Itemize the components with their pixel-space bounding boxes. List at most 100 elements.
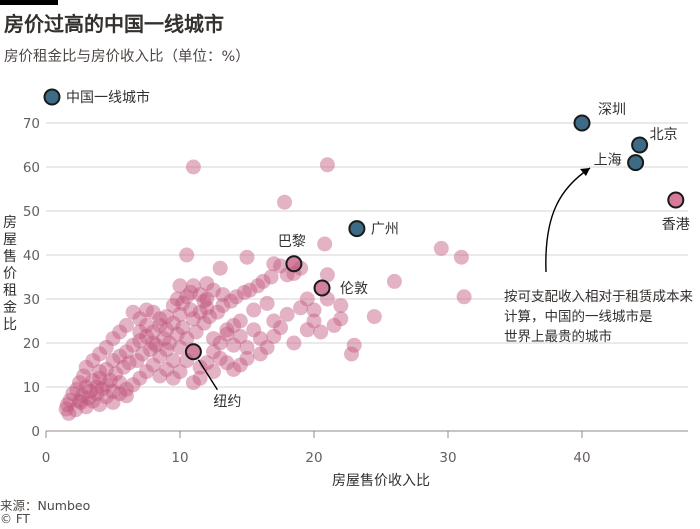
city-point bbox=[206, 344, 221, 360]
y-tick-label: 30 bbox=[23, 292, 40, 308]
city-point bbox=[98, 377, 114, 393]
city-point bbox=[69, 381, 85, 397]
city-point bbox=[169, 291, 185, 307]
city-point bbox=[279, 306, 295, 322]
city-point bbox=[219, 322, 235, 338]
city-point bbox=[134, 346, 150, 362]
city-point bbox=[219, 326, 235, 342]
city-point bbox=[132, 333, 148, 349]
city-point bbox=[183, 284, 199, 300]
city-point bbox=[159, 361, 175, 377]
city-point bbox=[242, 282, 258, 298]
city-point bbox=[78, 399, 94, 415]
city-point bbox=[152, 317, 168, 333]
city-point bbox=[185, 311, 201, 327]
city-point bbox=[313, 324, 329, 340]
x-tick-label: 40 bbox=[573, 450, 590, 466]
city-point bbox=[105, 353, 121, 369]
x-axis-title: 房屋售价收入比 bbox=[332, 473, 430, 489]
city-point bbox=[277, 194, 293, 210]
city-point bbox=[112, 386, 128, 402]
city-point bbox=[132, 324, 148, 340]
labeled-city-point bbox=[285, 255, 303, 273]
city-point bbox=[215, 298, 231, 314]
city-point bbox=[156, 331, 172, 347]
city-point bbox=[453, 249, 469, 265]
city-label: 伦敦 bbox=[340, 281, 368, 297]
city-point bbox=[206, 331, 221, 347]
city-point bbox=[172, 339, 188, 355]
city-point bbox=[196, 293, 212, 309]
city-point bbox=[212, 335, 228, 351]
city-point bbox=[179, 331, 195, 347]
city-point bbox=[81, 390, 97, 406]
city-point bbox=[386, 273, 402, 289]
city-point bbox=[232, 357, 248, 373]
china-tier1-point bbox=[573, 114, 591, 132]
city-point bbox=[129, 353, 145, 369]
city-point bbox=[169, 326, 185, 342]
ft-top-bar bbox=[0, 0, 58, 5]
city-point bbox=[59, 397, 75, 413]
annotation-arrowhead bbox=[580, 168, 590, 176]
y-tick-label: 40 bbox=[23, 248, 40, 264]
city-point bbox=[266, 256, 282, 272]
newyork-leader-line bbox=[197, 359, 218, 391]
city-point bbox=[199, 291, 215, 307]
y-axis-title-char: 价 bbox=[3, 266, 17, 282]
y-tick-label: 50 bbox=[23, 204, 40, 220]
city-point bbox=[143, 342, 159, 358]
city-point bbox=[344, 346, 360, 362]
annotation-line: 世界上最贵的城市 bbox=[504, 328, 612, 345]
city-point bbox=[78, 379, 94, 395]
city-point bbox=[232, 328, 248, 344]
city-point bbox=[273, 320, 288, 336]
city-point bbox=[152, 348, 168, 364]
city-point bbox=[366, 309, 382, 325]
city-point bbox=[179, 289, 195, 305]
city-label: 香港 bbox=[662, 217, 690, 233]
city-point bbox=[273, 258, 288, 274]
city-point bbox=[76, 368, 92, 384]
city-point bbox=[72, 393, 87, 409]
city-point bbox=[206, 282, 221, 298]
city-point bbox=[196, 315, 212, 331]
source-note: 来源：Numbeo bbox=[0, 498, 91, 513]
y-tick-label: 0 bbox=[31, 424, 40, 440]
highlight-points bbox=[184, 114, 685, 361]
city-point bbox=[266, 313, 282, 329]
city-point bbox=[319, 267, 335, 283]
city-point bbox=[112, 375, 128, 391]
city-point bbox=[85, 372, 101, 388]
city-point bbox=[333, 311, 349, 327]
city-point bbox=[105, 383, 121, 399]
city-point bbox=[125, 377, 141, 393]
city-point bbox=[346, 337, 362, 353]
annotation-arrow bbox=[545, 167, 591, 273]
city-point bbox=[108, 366, 124, 382]
city-point bbox=[145, 324, 161, 340]
city-point bbox=[456, 289, 472, 305]
x-tick-label: 20 bbox=[305, 450, 322, 466]
city-point bbox=[179, 247, 195, 263]
city-point bbox=[125, 304, 141, 320]
city-point bbox=[74, 388, 90, 404]
city-point bbox=[139, 364, 154, 380]
y-axis-title-char: 屋 bbox=[3, 232, 17, 248]
annotation-line: 计算，中国的一线城市是 bbox=[504, 308, 653, 325]
city-point bbox=[98, 389, 114, 405]
city-point bbox=[317, 236, 333, 252]
city-point bbox=[152, 311, 168, 327]
city-point bbox=[165, 315, 181, 331]
city-point bbox=[118, 344, 134, 360]
city-point bbox=[188, 324, 204, 340]
city-point bbox=[89, 379, 105, 395]
china-tier1-point bbox=[627, 154, 645, 172]
labeled-city-point bbox=[184, 343, 202, 361]
legend-marker bbox=[43, 88, 61, 106]
city-point bbox=[112, 324, 128, 340]
other-cities-points bbox=[58, 157, 472, 421]
city-point bbox=[433, 240, 449, 256]
city-label: 深圳 bbox=[598, 102, 626, 118]
